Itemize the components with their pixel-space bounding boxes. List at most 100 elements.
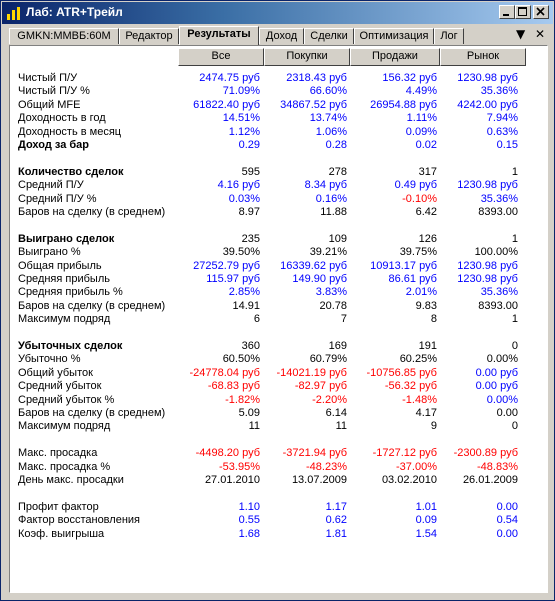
tab-income[interactable]: Доход [259, 28, 304, 44]
row-label: Убыточных сделок [18, 340, 123, 352]
cell-buys: -2.20% [312, 393, 347, 406]
cell-sells: -1727.12 руб [372, 447, 437, 460]
table-row: Общий убыток -24778.04 руб -14021.19 руб -1… [10, 367, 530, 380]
row-label: Коэф. выигрыша [18, 527, 105, 540]
table-row: Убыточных сделок 360 169 191 0 [10, 340, 530, 353]
table-row: Выиграно сделок 235 109 126 1 [10, 233, 530, 246]
cell-market: 0.00% [486, 353, 518, 366]
tab-instrument[interactable]: GMKN:MMBБ:60M [9, 28, 119, 44]
maximize-button[interactable] [515, 5, 531, 19]
column-header-sells[interactable]: Продажи [350, 48, 440, 66]
cell-buys: 149.90 руб [292, 273, 347, 285]
results-panel: Все Покупки Продажи Рынок Чистый П/У 2474… [9, 45, 548, 593]
cell-buys: 0.62 [325, 514, 347, 527]
cell-market: 1230.98 руб [457, 259, 518, 272]
table-row: Средний убыток -68.83 руб -82.97 руб -56.32… [10, 380, 530, 393]
table-row: Макс. просадка -4498.20 руб -3721.94 руб -1… [10, 447, 530, 460]
cell-all: 0.03% [228, 192, 260, 205]
cell-sells: 191 [418, 340, 437, 352]
cell-all: 115.97 руб [206, 273, 260, 285]
row-label: Профит фактор [18, 500, 99, 513]
cell-buys: 8.34 руб [304, 179, 347, 192]
table-row: Фактор восстановления 0.55 0.62 0.09 0.54 [10, 514, 530, 527]
minimize-button[interactable] [499, 5, 515, 19]
cell-market: 0.00 руб [475, 366, 518, 379]
table-row: Количество сделок 595 278 317 1 [10, 166, 530, 179]
cell-all: -24778.04 руб [189, 366, 260, 379]
row-label: Баров на сделку (в среднем) [18, 407, 166, 419]
row-label: Общая прибыль [18, 259, 102, 272]
cell-buys: 13.07.2009 [291, 474, 347, 486]
cell-market: 0.15 [496, 139, 518, 151]
cell-buys: 34867.52 руб [280, 98, 347, 111]
row-label: Максимум подряд [18, 420, 111, 433]
table-row: Общая прибыль 27252.79 руб 16339.62 руб 109… [10, 260, 530, 273]
tab-log[interactable]: Лог [434, 28, 464, 44]
title-bar[interactable]: Лаб: ATR+Трейл [2, 2, 553, 24]
cell-market: 0.00 [496, 527, 518, 540]
cell-buys: 3.83% [315, 286, 347, 299]
tab-results[interactable]: Результаты [179, 26, 259, 45]
cell-all: 1.12% [228, 125, 260, 138]
tab-menu-icon[interactable]: ▼ [516, 27, 526, 41]
cell-buys: 2318.43 руб [286, 72, 347, 84]
cell-sells: 156.32 руб [382, 72, 437, 84]
cell-market: 1230.98 руб [457, 273, 518, 285]
cell-buys: 0.28 [325, 139, 347, 151]
row-label: Средний П/У [18, 179, 84, 192]
table-row: День макс. просадки 27.01.2010 13.07.2009 0… [10, 474, 530, 487]
cell-all: 27.01.2010 [204, 474, 260, 486]
row-label: Выиграно % [18, 246, 81, 259]
table-row: Баров на сделку (в среднем) 14.91 20.78 9.8… [10, 300, 530, 313]
column-header-all[interactable]: Все [178, 48, 264, 66]
row-label: Максимум подряд [18, 313, 111, 326]
table-row: Доход за бар 0.29 0.28 0.02 0.15 [10, 139, 530, 152]
column-header-buys[interactable]: Покупки [264, 48, 350, 66]
tab-close-icon[interactable]: ✕ [535, 27, 546, 41]
cell-buys: -3721.94 руб [282, 447, 347, 460]
cell-buys: 1.06% [315, 125, 347, 138]
maximize-icon [518, 7, 527, 16]
cell-market: 0 [511, 340, 518, 352]
minimize-icon [503, 14, 509, 16]
row-label: Баров на сделку (в среднем) [18, 206, 166, 218]
cell-sells: -56.32 руб [384, 380, 437, 393]
row-label: Доход за бар [18, 139, 90, 151]
row-label: Макс. просадка [18, 447, 98, 460]
table-row: Чистый П/У % 71.09% 66.60% 4.49% 35.36% [10, 85, 530, 98]
table-row: Коэф. выигрыша 1.68 1.81 1.54 0.00 [10, 528, 530, 541]
cell-buys: 1.81 [325, 527, 347, 540]
table-row: Средняя прибыль 115.97 руб 149.90 руб 86.61… [10, 273, 530, 286]
cell-all: 0.55 [238, 514, 260, 527]
row-label: Средний П/У % [18, 192, 97, 205]
cell-market: 1230.98 руб [457, 179, 518, 192]
close-button[interactable] [533, 5, 549, 19]
cell-all: 6 [253, 313, 260, 326]
row-label: Средний убыток % [18, 393, 115, 406]
cell-market: 8393.00 [478, 299, 518, 312]
cell-market: -48.83% [477, 460, 518, 473]
cell-market: 4242.00 руб [457, 98, 518, 111]
cell-sells: 2.01% [405, 286, 437, 299]
tab-optimization[interactable]: Оптимизация [354, 28, 434, 44]
table-row: Чистый П/У 2474.75 руб 2318.43 руб 156.32 р… [10, 72, 530, 85]
cell-market: 0.00 [496, 407, 518, 419]
tab-editor[interactable]: Редактор [119, 28, 179, 44]
cell-buys: 6.14 [325, 407, 347, 419]
table-row: Доходность в месяц 1.12% 1.06% 0.09% 0.63% [10, 126, 530, 139]
cell-buys: 11 [335, 420, 347, 433]
tab-trades[interactable]: Сделки [304, 28, 354, 44]
table-row: Доходность в год 14.51% 13.74% 1.11% 7.94% [10, 112, 530, 125]
row-label: Доходность в год [18, 112, 106, 125]
cell-sells: -10756.85 руб [366, 366, 437, 379]
table-row: Средняя прибыль % 2.85% 3.83% 2.01% 35.36% [10, 286, 530, 299]
cell-buys: 13.74% [309, 112, 347, 125]
cell-sells: -0.10% [402, 192, 437, 205]
cell-market: 35.36% [480, 192, 518, 205]
cell-sells: 0.49 руб [394, 179, 437, 192]
cell-all: -68.83 руб [207, 380, 260, 393]
cell-all: 5.09 [238, 407, 260, 419]
row-label: День макс. просадки [18, 474, 124, 486]
column-header-market[interactable]: Рынок [440, 48, 526, 66]
cell-sells: 6.42 [415, 206, 437, 218]
